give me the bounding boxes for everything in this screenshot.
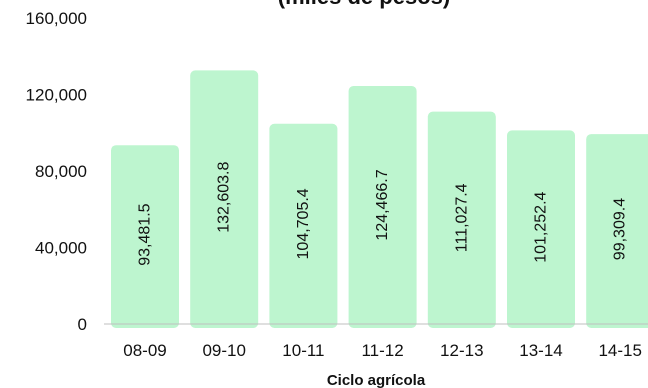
bar-09-10	[190, 70, 259, 328]
bar-value-label: 93,481.5	[137, 203, 154, 265]
bar-08-09	[111, 145, 179, 328]
x-tick-label: 08-09	[123, 341, 166, 360]
bar-13-14	[507, 130, 575, 328]
bar-value-label: 99,309.4	[612, 198, 629, 260]
x-tick-label: 09-10	[202, 341, 245, 360]
x-axis-title: Ciclo agrícola	[327, 372, 426, 388]
y-tick-label: 160,000	[26, 9, 87, 28]
bars: 93,481.5 132,603.8 104,705.4 124,466.7 111,0…	[111, 70, 648, 329]
bar-11-12	[348, 85, 417, 329]
x-tick-label: 10-11	[282, 341, 324, 360]
bar-value-label: 132,603.8	[216, 162, 233, 233]
bar-value-label: 124,466.7	[374, 169, 391, 240]
x-axis-ticks: 08-09 09-10 10-11 11-12 12-13 13-14 14-15	[123, 341, 642, 360]
x-tick-label: 11-12	[361, 341, 403, 360]
x-tick-label: 13-14	[519, 341, 562, 360]
y-tick-label: 40,000	[35, 239, 87, 258]
y-tick-label: 0	[78, 315, 87, 334]
bar-value-label: 111,027.4	[453, 183, 470, 252]
x-tick-label: 14-15	[598, 341, 641, 360]
y-axis: 0 40,000 80,000 120,000 160,000	[26, 9, 87, 334]
y-tick-label: 120,000	[26, 86, 87, 105]
bar-14-15	[586, 134, 648, 328]
chart-title: (miles de pesos)	[278, 0, 450, 9]
bar-12-13	[427, 111, 496, 328]
y-tick-label: 80,000	[35, 162, 87, 181]
bar-value-label: 101,252.4	[533, 191, 550, 262]
bar-value-label: 104,705.4	[295, 188, 312, 259]
bar-10-11	[269, 123, 338, 329]
x-tick-label: 12-13	[440, 341, 483, 360]
